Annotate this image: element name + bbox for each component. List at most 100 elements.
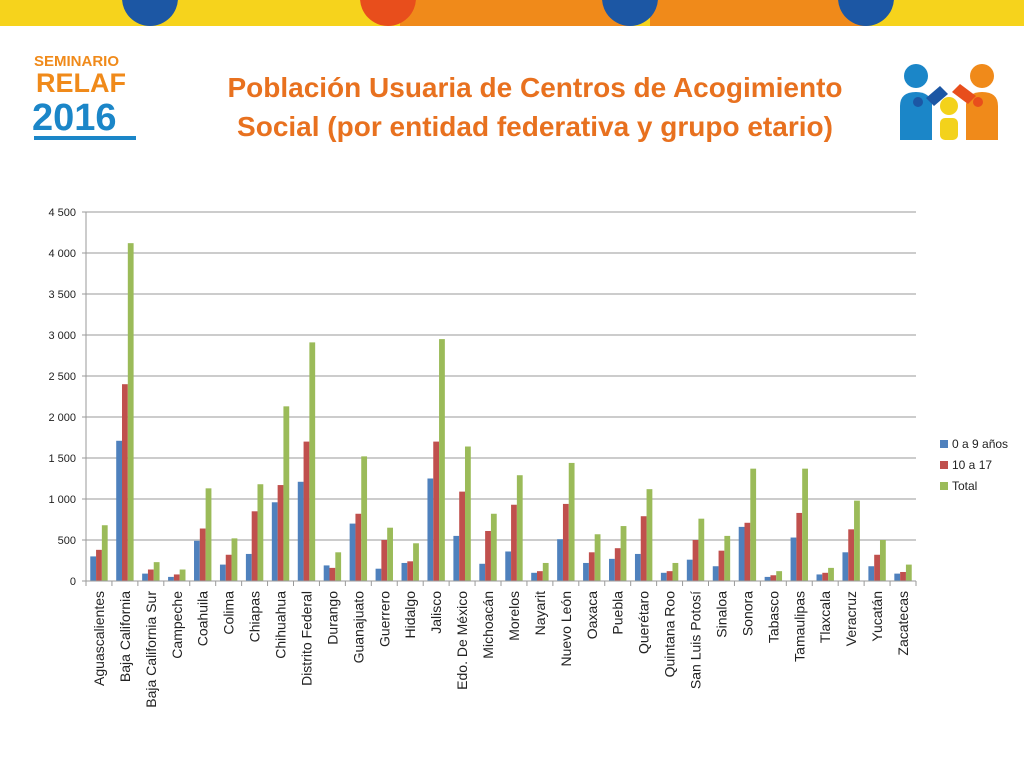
bar-0-a-9-años [219,564,226,581]
bar-total [464,446,471,581]
bar-10-a-17 [770,575,777,581]
bar-0-a-9-años [712,566,719,581]
x-category-label: Tabasco [765,591,781,643]
bar-0-a-9-años [271,502,278,581]
bar-10-a-17 [796,512,803,581]
bar-total [283,406,290,581]
band-orange-segment-2 [650,0,865,26]
x-category-label: Aguascalientes [91,591,107,686]
bar-10-a-17 [251,511,258,581]
x-category-label: Puebla [610,591,626,635]
bar-0-a-9-años [686,559,693,581]
blue-arm [926,86,948,106]
y-tick-label: 0 [70,576,76,588]
x-axis-labels: Aguascalientes Baja California Baja Califo… [91,591,911,708]
legend-label: 10 a 17 [952,458,992,472]
logo-line1: SEMINARIO [34,53,119,70]
bar-total [879,540,886,581]
bar-0-a-9-años [349,523,356,581]
x-category-label: Chihuahua [273,591,289,659]
x-category-label: Baja California [117,591,133,682]
title-line-2: Social (por entidad federativa y grupo e… [237,111,833,142]
x-category-label: Jalisco [428,591,444,634]
bar-total [620,526,627,581]
bar-total [439,339,445,581]
bar-0-a-9-años [790,537,797,581]
bar-10-a-17 [277,485,284,581]
bar-total [905,564,912,581]
bar-0-a-9-años [401,562,408,581]
bar-total [854,500,860,581]
bar-0-a-9-años [453,535,460,581]
bar-10-a-17 [848,529,855,581]
band-blue-circle-1 [122,0,178,26]
bar-total [153,562,160,581]
x-category-label: Guanajuato [350,591,366,664]
x-category-label: Coahuila [195,591,211,646]
band-red-circle [360,0,416,26]
band-blue-circle-2 [602,0,658,26]
bar-10-a-17 [588,552,595,581]
x-category-label: Nuevo León [558,591,574,667]
bar-total [672,562,679,581]
bar-0-a-9-años [194,540,200,581]
bar-0-a-9-años [479,563,486,581]
x-category-label: Zacatecas [895,591,911,656]
bar-total [646,489,653,581]
bar-0-a-9-años [868,566,875,581]
bar-total [776,571,783,581]
bar-0-a-9-años [660,572,667,581]
bar-10-a-17 [459,491,465,581]
bar-10-a-17 [407,561,414,581]
bar-0-a-9-años [142,573,148,581]
bar-total [205,488,212,581]
bar-total [413,543,419,581]
y-tick-label: 1 000 [48,494,76,506]
x-category-label: Morelos [506,591,522,641]
x-category-label: Veracruz [843,591,859,646]
bar-0-a-9-años [116,440,123,581]
bar-10-a-17 [122,384,128,581]
bar-0-a-9-años [297,481,304,581]
logo-line2: RELAF [36,68,126,98]
bar-10-a-17 [614,548,621,581]
seminario-relaf-logo: SEMINARIO RELAF 2016 [30,50,142,145]
bar-total [335,552,342,581]
x-category-label: Querétaro [636,591,652,654]
bar-10-a-17 [874,554,880,581]
bar-10-a-17 [562,503,569,581]
x-category-label: Sonora [739,591,755,636]
bar-0-a-9-años [245,553,252,581]
x-category-label: Hidalgo [402,591,418,639]
bar-0-a-9-años [505,551,512,581]
child-yellow-head [940,97,958,115]
bar-10-a-17 [303,441,310,581]
bar-total [594,534,601,581]
bar-total [490,513,497,581]
bar-0-a-9-años [583,562,589,581]
bar-0-a-9-años [375,568,382,581]
bar-10-a-17 [822,572,829,581]
bar-0-a-9-años [738,526,745,581]
bar-total [387,527,393,581]
bar-0-a-9-años [90,556,97,581]
bar-total [309,342,316,581]
chart-axes [85,212,917,586]
bar-10-a-17 [900,571,906,581]
bar-10-a-17 [225,554,232,581]
x-category-label: Durango [324,591,340,645]
x-category-label: Colima [221,591,237,635]
bar-0-a-9-años [634,553,641,581]
chart-bars [90,243,912,581]
family-icon [896,62,1002,144]
bar-0-a-9-años [323,565,330,581]
x-category-label: Guerrero [376,591,392,647]
x-category-label: Campeche [169,591,185,659]
bar-total [179,569,186,581]
bar-10-a-17 [744,522,751,581]
parent-blue-body [900,92,932,140]
bar-10-a-17 [666,571,673,581]
bar-0-a-9-años [609,558,615,581]
parent-blue-head [904,64,928,88]
parent-orange-head [970,64,994,88]
